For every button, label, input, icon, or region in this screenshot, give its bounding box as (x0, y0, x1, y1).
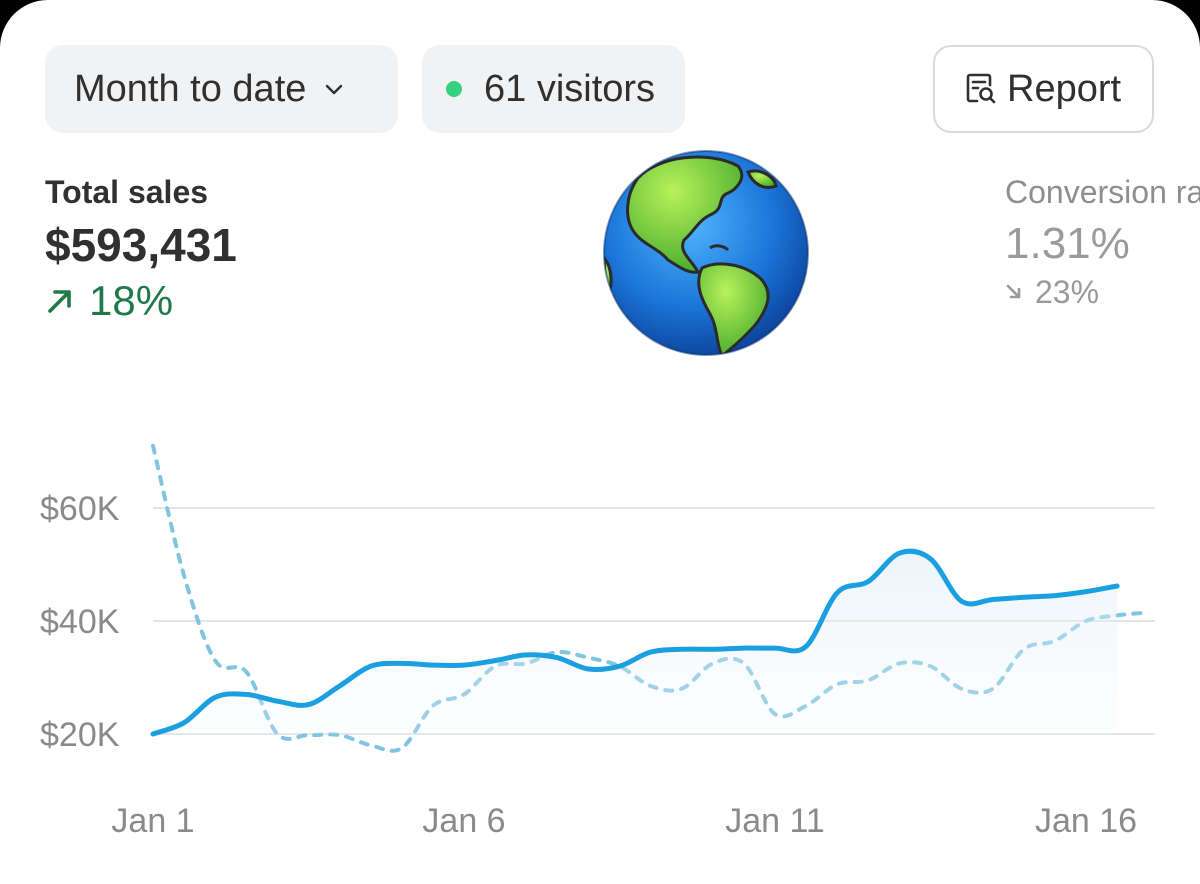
live-dot-icon (446, 81, 462, 97)
x-tick-label: Jan 6 (422, 802, 505, 840)
date-range-label: Month to date (74, 67, 307, 110)
report-search-icon (963, 71, 999, 107)
x-tick-label: Jan 1 (111, 802, 194, 840)
total-sales-delta: 18% (45, 280, 237, 322)
conversion-rate-delta: 23% (1005, 276, 1200, 308)
arrow-up-right-icon (48, 290, 71, 313)
y-axis: $20K $40K $60K (40, 490, 120, 754)
live-visitors-pill[interactable]: 61 visitors (422, 45, 685, 133)
y-tick-label: $60K (40, 490, 120, 528)
total-sales-metric[interactable]: Total sales $593,431 18% (45, 176, 237, 322)
total-sales-value: $593,431 (45, 219, 237, 271)
y-tick-label: $40K (40, 603, 120, 641)
conversion-rate-value: 1.31% (1005, 219, 1130, 268)
series-area (153, 551, 1118, 734)
y-tick-label: $20K (40, 716, 120, 754)
current-period-line[interactable] (150, 548, 1120, 737)
sales-line-chart[interactable]: $20K $40K $60K Jan 1 Jan 6 Jan 11 Jan 16 (0, 430, 1200, 884)
chevron-down-icon (322, 77, 346, 101)
total-sales-delta-value: 18% (89, 277, 174, 324)
total-sales-label: Total sales (45, 174, 209, 210)
conversion-rate-label: Conversion rate (1005, 176, 1200, 210)
x-tick-label: Jan 11 (725, 802, 825, 840)
globe-icon (603, 150, 809, 356)
report-label: Report (1007, 67, 1122, 110)
visitors-count: 61 visitors (484, 67, 656, 110)
arrow-down-right-icon (1006, 284, 1021, 299)
conversion-rate-delta-value: 23% (1035, 274, 1100, 308)
x-tick-label: Jan 16 (1035, 802, 1137, 840)
conversion-rate-metric[interactable]: Conversion rate 1.31% 23% (1005, 176, 1200, 308)
chart-series (150, 443, 1151, 753)
date-range-dropdown[interactable]: Month to date (45, 45, 398, 133)
x-axis: Jan 1 Jan 6 Jan 11 Jan 16 (111, 802, 1137, 840)
report-button[interactable]: Report (933, 45, 1154, 133)
